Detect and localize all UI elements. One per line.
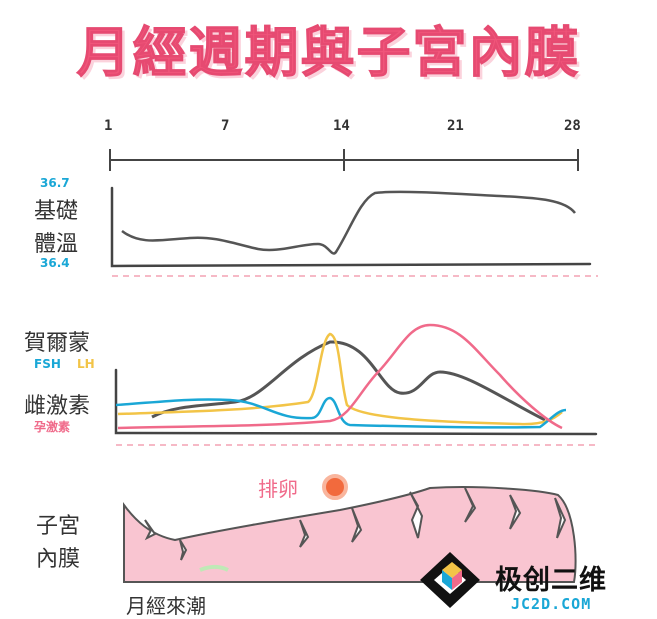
logo-cube-icon bbox=[420, 552, 480, 608]
lh-curve bbox=[117, 332, 563, 426]
tick-day-21: 21 bbox=[447, 118, 464, 134]
estrogen-label: 雌激素 bbox=[24, 394, 91, 419]
estrogen-curve bbox=[151, 340, 546, 422]
bbt-curve bbox=[121, 190, 576, 255]
bbt-high-value: 36.7 bbox=[40, 176, 70, 190]
watermark-brand: 极创二维 bbox=[495, 565, 607, 596]
endometrium-label-line1: 子宮 bbox=[36, 514, 81, 539]
tick-day-7: 7 bbox=[221, 118, 230, 134]
tick-day-14: 14 bbox=[333, 118, 350, 134]
timeline-axis bbox=[109, 149, 579, 171]
tick-day-1: 1 bbox=[104, 118, 113, 134]
bbt-low-value: 36.4 bbox=[40, 256, 70, 270]
lh-legend: LH bbox=[77, 357, 95, 371]
bbt-label-line1: 基礎 bbox=[34, 199, 79, 224]
menstruation-label: 月經來潮 bbox=[126, 594, 206, 618]
bbt-axes bbox=[110, 186, 592, 268]
menstruation-spot bbox=[199, 565, 229, 572]
ovulation-label: 排卵 bbox=[258, 477, 298, 501]
endometrium-label-line2: 內膜 bbox=[36, 547, 81, 572]
endometrium-folds bbox=[144, 487, 567, 561]
page-title: 月經週期與子宮內膜 bbox=[76, 21, 581, 85]
fsh-legend: FSH bbox=[34, 357, 61, 371]
hormone-label-line1: 賀爾蒙 bbox=[24, 331, 91, 356]
progesterone-legend: 孕激素 bbox=[34, 420, 71, 434]
ovum-icon bbox=[322, 474, 348, 500]
tick-day-28: 28 bbox=[564, 118, 581, 134]
hormone-axes bbox=[114, 368, 598, 436]
watermark-domain: JC2D.COM bbox=[511, 595, 592, 613]
bbt-label-line2: 體溫 bbox=[34, 232, 79, 257]
fsh-curve bbox=[115, 396, 567, 429]
progesterone-curve bbox=[117, 323, 563, 430]
endometrium-shape bbox=[123, 486, 577, 583]
